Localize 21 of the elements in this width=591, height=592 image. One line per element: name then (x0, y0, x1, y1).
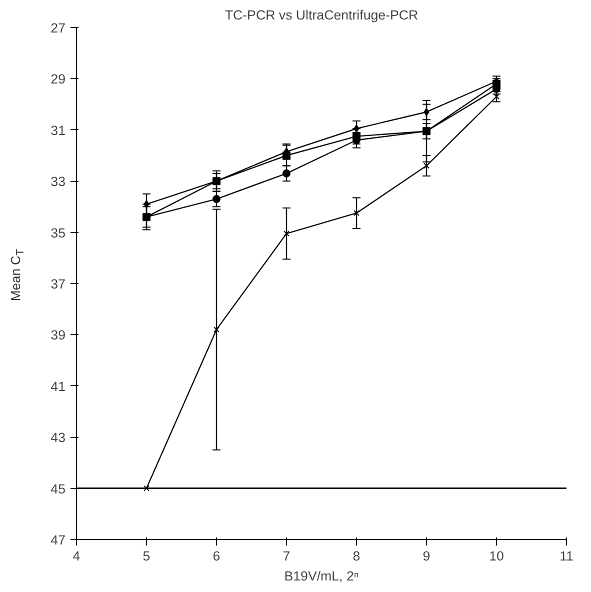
y-tick-label: 35 (50, 225, 66, 240)
x-tick-label: 5 (142, 548, 150, 564)
y-tick-label: 45 (50, 481, 66, 496)
y-tick-label: 31 (50, 122, 66, 138)
y-tick-label: 29 (50, 72, 66, 87)
x-tick-label: 9 (422, 548, 430, 564)
x-tick-label: 7 (282, 548, 290, 564)
y-tick-label: 43 (50, 430, 66, 446)
x-tick-label: 4 (72, 548, 81, 564)
x-tick-label: 8 (352, 548, 360, 564)
y-tick-label: 47 (50, 532, 66, 548)
x-tick-label: 10 (489, 548, 504, 564)
y-tick-label: 27 (50, 20, 66, 36)
x-tick-label: 11 (560, 548, 574, 564)
x-tick-label: 6 (212, 548, 220, 564)
y-tick-label: 39 (50, 328, 66, 343)
y-tick-label: 37 (50, 276, 66, 292)
x-axis-title: B19V/mL, 2ⁿ (284, 568, 359, 584)
y-tick-label: 33 (50, 174, 66, 190)
y-tick-label: 41 (50, 378, 66, 394)
chart-title: TC-PCR vs UltraCentrifuge-PCR (224, 8, 418, 22)
